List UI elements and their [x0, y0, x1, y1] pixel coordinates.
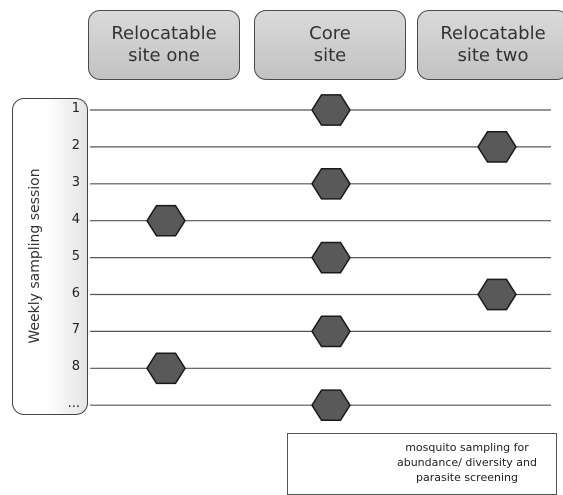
- site-header-line: site: [313, 45, 347, 66]
- session-number: ...: [67, 396, 80, 412]
- sampling-hexagon-icon: [311, 94, 351, 126]
- sampling-hexagon-icon: [477, 131, 517, 163]
- legend-line: mosquito sampling for: [405, 441, 529, 454]
- session-number: 7: [71, 322, 80, 338]
- site-header-line: Relocatable: [111, 23, 217, 44]
- sampling-hexagon-icon: [311, 315, 351, 348]
- session-number: 6: [71, 285, 80, 301]
- legend-line: parasite screening: [416, 471, 518, 484]
- legend-line: abundance/ diversity and: [396, 456, 538, 469]
- legend-text: mosquito sampling for abundance/ diversi…: [372, 440, 562, 485]
- session-number: 1: [71, 101, 80, 116]
- site-header-line: site one: [128, 45, 200, 66]
- session-number: 3: [71, 174, 80, 190]
- site-header-line: Relocatable: [440, 23, 546, 44]
- site-header-core: Core site: [254, 10, 406, 80]
- session-axis-box: [12, 98, 88, 415]
- session-number: 4: [71, 211, 80, 227]
- session-number: 2: [71, 137, 80, 153]
- sampling-hexagon-icon: [311, 389, 351, 422]
- site-header-relocatable-two: Relocatable site two: [417, 10, 563, 80]
- sampling-hexagon-icon: [146, 352, 186, 385]
- sampling-hexagon-icon: [146, 204, 186, 237]
- session-number: 5: [71, 248, 80, 264]
- site-header-line: site two: [457, 45, 529, 66]
- session-number: 8: [71, 359, 80, 375]
- sampling-hexagon-icon: [311, 167, 351, 200]
- sampling-hexagon-icon: [311, 241, 351, 274]
- site-header-relocatable-one: Relocatable site one: [88, 10, 240, 80]
- site-header-line: Core: [309, 23, 351, 44]
- sampling-hexagon-icon: [477, 278, 517, 311]
